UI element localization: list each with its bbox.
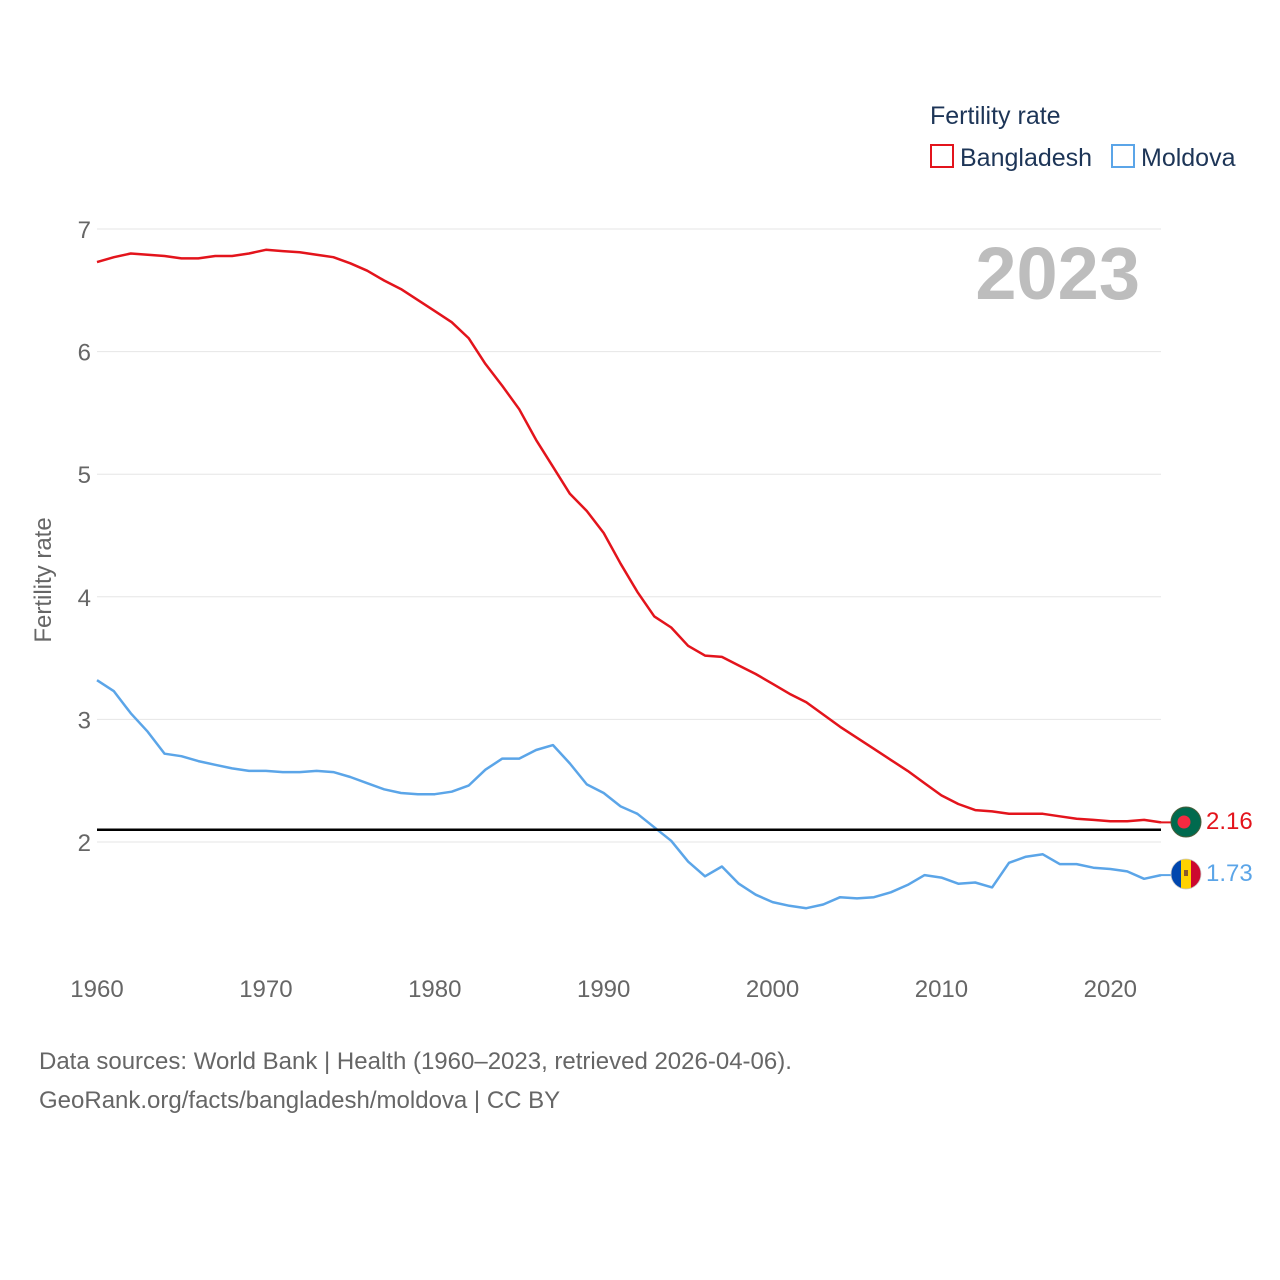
x-tick-label-1960: 1960 xyxy=(70,976,123,1003)
series-line-moldova[interactable] xyxy=(96,679,1162,910)
series-lines xyxy=(96,248,1171,910)
data-source-note: Data sources: World Bank | Health (1960–… xyxy=(39,1048,792,1075)
gridlines xyxy=(97,228,1161,843)
y-tick-label-3: 3 xyxy=(78,707,91,734)
flag-moldova-icon xyxy=(1170,858,1202,890)
legend-swatch-moldova xyxy=(1111,144,1135,168)
x-tick-label-2000: 2000 xyxy=(746,976,799,1003)
x-axis-ticks: 1960 1970 1980 1990 2000 2010 2020 xyxy=(70,976,1137,1003)
legend-item-bangladesh[interactable]: Bangladesh xyxy=(930,144,1092,172)
fertility-chart: Fertility rate Bangladesh Moldova 2023 F… xyxy=(30,102,1253,1003)
y-axis-ticks: 2 3 4 5 6 7 xyxy=(78,217,91,857)
year-watermark: 2023 xyxy=(975,232,1140,315)
y-tick-label-2: 2 xyxy=(78,830,91,857)
series-line-bangladesh[interactable] xyxy=(96,248,1162,824)
x-tick-label-1970: 1970 xyxy=(239,976,292,1003)
legend-title: Fertility rate xyxy=(930,102,1061,130)
end-label-moldova: 1.73 xyxy=(1206,860,1253,887)
attribution-link[interactable]: GeoRank.org/facts/bangladesh/moldova | C… xyxy=(39,1087,561,1114)
y-tick-label-6: 6 xyxy=(78,340,91,367)
legend-swatch-bangladesh xyxy=(930,144,954,168)
legend-label-bangladesh: Bangladesh xyxy=(960,144,1092,172)
x-tick-label-1990: 1990 xyxy=(577,976,630,1003)
flag-bangladesh-icon xyxy=(1170,806,1202,838)
y-tick-label-4: 4 xyxy=(78,585,91,612)
footer: Data sources: World Bank | Health (1960–… xyxy=(39,1042,792,1120)
x-tick-label-2010: 2010 xyxy=(915,976,968,1003)
y-axis-title: Fertility rate xyxy=(30,517,57,642)
x-tick-label-1980: 1980 xyxy=(408,976,461,1003)
legend-item-moldova[interactable]: Moldova xyxy=(1111,144,1236,172)
y-tick-label-7: 7 xyxy=(78,217,91,244)
x-tick-label-2020: 2020 xyxy=(1084,976,1137,1003)
end-label-bangladesh: 2.16 xyxy=(1206,808,1253,835)
y-tick-label-5: 5 xyxy=(78,462,91,489)
legend-label-moldova: Moldova xyxy=(1141,144,1236,172)
